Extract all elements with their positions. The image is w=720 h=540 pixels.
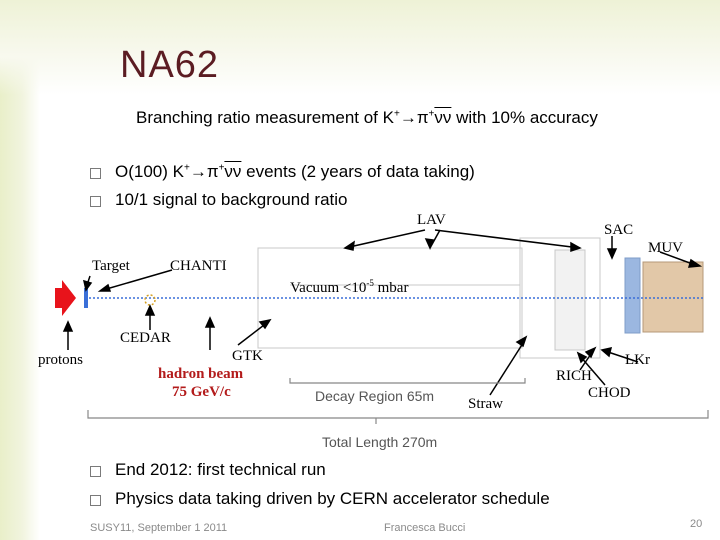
slide-title: NA62 — [120, 44, 220, 86]
label-decay-region: Decay Region 65m — [315, 388, 435, 404]
label-sac: SAC — [604, 222, 634, 238]
label-straw: Straw — [468, 396, 503, 412]
label-chod: CHOD — [588, 385, 631, 401]
bullet-physics-schedule: Physics data taking driven by CERN accel… — [115, 489, 550, 508]
footer-event: SUSY11, September 1 2011 — [90, 522, 228, 534]
detector-element-lkr — [554, 249, 586, 351]
label-muv: MUV — [648, 240, 684, 256]
detector-element-muv — [624, 257, 704, 334]
proton-beam-arrow — [55, 280, 76, 316]
bullet-checkbox-icon — [90, 168, 101, 179]
label-gtk: GTK — [232, 348, 263, 364]
bullet-technical-run: End 2012: first technical run — [115, 460, 326, 479]
label-cedar: CEDAR — [120, 330, 171, 346]
label-lkr: LKr — [625, 352, 650, 368]
annotation-arrows — [62, 229, 703, 396]
label-total-length: Total Length 270m — [322, 434, 438, 450]
bullet-checkbox-icon — [90, 466, 101, 477]
label-hadron-beam: hadron beam — [158, 366, 244, 382]
bullet-checkbox-icon — [90, 196, 101, 207]
bullet-signal-ratio: 10/1 signal to background ratio — [115, 190, 348, 209]
target-marker — [84, 288, 88, 308]
label-vacuum: Vacuum <10-5 mbar — [290, 278, 409, 296]
footer-author: Francesca Bucci — [384, 522, 466, 534]
label-lav: LAV — [417, 212, 446, 228]
label-beam-energy: 75 GeV/c — [172, 384, 231, 400]
label-rich: RICH — [556, 368, 592, 384]
slide-subtitle: Branching ratio measurement of K+→π+νν w… — [136, 108, 598, 127]
bullet-events: O(100) K+→π+νν events (2 years of data t… — [115, 162, 475, 181]
bullet-checkbox-icon — [90, 495, 101, 506]
top-decorative-band — [0, 0, 720, 95]
label-protons: protons — [38, 352, 83, 368]
page-number: 20 — [690, 518, 703, 530]
label-chanti: CHANTI — [170, 258, 227, 274]
label-target: Target — [92, 258, 130, 274]
